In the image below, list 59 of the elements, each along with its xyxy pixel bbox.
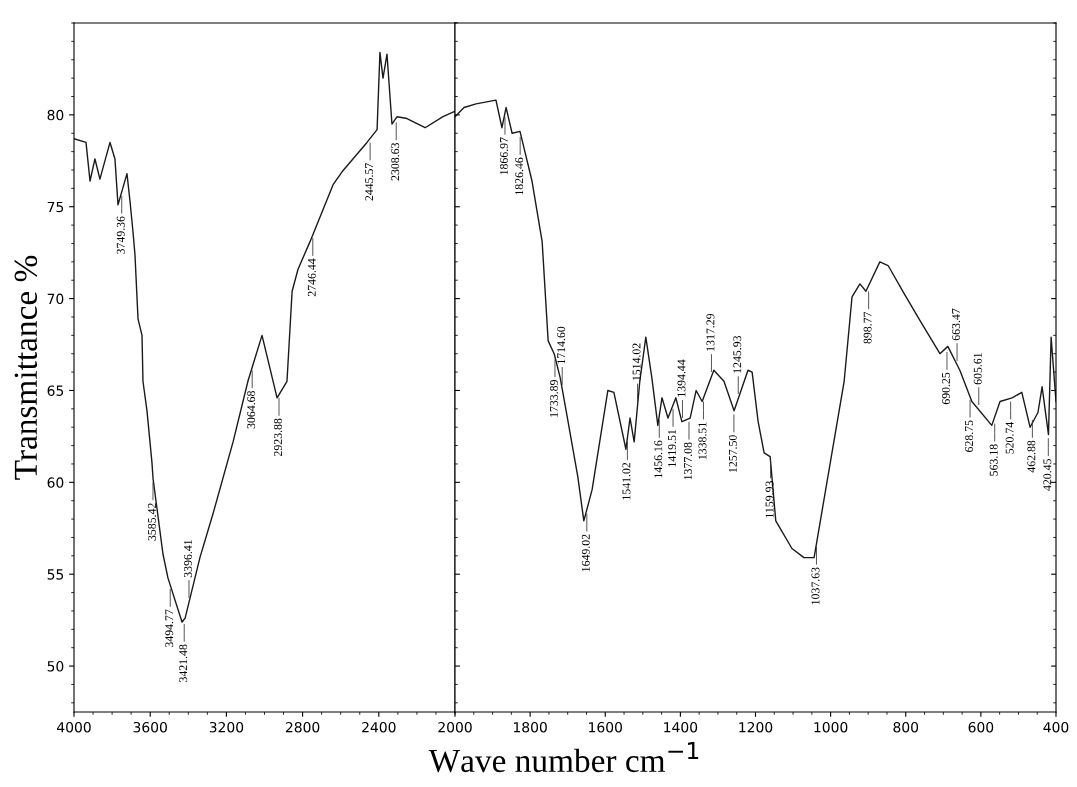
y-tick-label: 50 — [47, 661, 64, 672]
annotation: 3396.41 — [184, 540, 192, 578]
y-tick-label: 80 — [47, 109, 64, 121]
annotation: 2923.88 — [273, 418, 283, 456]
x-axis-title: Wave number cm$^{−1}$ — [428, 742, 699, 773]
x-tick-label: 1200 — [739, 721, 773, 733]
annotation: 1037.63 — [811, 567, 820, 605]
annotation: 1338.51 — [698, 422, 707, 460]
x-tick-label: 1400 — [664, 721, 698, 733]
annotation: 690.25 — [941, 372, 950, 405]
x-tick-label: 1600 — [589, 721, 622, 733]
x-tick-label: 1000 — [814, 721, 848, 733]
y-tick-label: 60 — [47, 477, 64, 488]
annotation: 2445.57 — [365, 163, 374, 201]
annotation: 563.18 — [989, 444, 998, 476]
annotation: 3421.48 — [179, 644, 188, 682]
annotation: 1866.97 — [499, 137, 508, 175]
annotation: 462.88 — [1027, 440, 1036, 473]
annotation: 520.74 — [1005, 422, 1014, 454]
annotation: 1733.89 — [549, 380, 558, 417]
annotation: 1714.60 — [557, 326, 566, 364]
y-tick-label: 70 — [47, 293, 64, 305]
y-axis-title: Transmittance % — [14, 255, 38, 480]
annotation: 1394.44 — [677, 359, 686, 397]
annotation: 420.45 — [1043, 459, 1052, 491]
annotation: 663.47 — [952, 308, 961, 341]
x-tick-label: 600 — [968, 721, 994, 733]
annotation: 3585.42 — [147, 503, 156, 541]
x-tick-label: 2000 — [438, 721, 472, 733]
annotation: 1514.02 — [632, 343, 641, 381]
annotation: 1377.08 — [683, 442, 692, 480]
x-tick-label: 800 — [893, 721, 919, 733]
annotation: 2746.44 — [307, 258, 316, 297]
annotation: 1541.02 — [622, 462, 631, 500]
x-tick-label: 2400 — [362, 721, 396, 733]
annotation: 1159.93 — [765, 481, 774, 518]
annotation: 1649.02 — [581, 534, 590, 572]
annotation: 3749.36 — [116, 216, 125, 254]
x-tick-label: 3200 — [209, 721, 244, 733]
y-tick-label: 75 — [47, 201, 64, 213]
annotation: 1245.93 — [733, 335, 742, 373]
x-tick-label: 1800 — [513, 721, 547, 733]
annotation: 3494.77 — [165, 609, 174, 648]
annotation: 2308.63 — [391, 143, 400, 181]
annotation: 898.77 — [863, 311, 872, 344]
y-tick-label: 65 — [47, 385, 64, 396]
annotation: 1419.51 — [668, 429, 677, 467]
x-tick-label: 2800 — [285, 721, 320, 733]
x-tick-label: 4000 — [57, 721, 91, 733]
y-tick-label: 55 — [47, 569, 64, 580]
annotation: 1257.50 — [728, 435, 737, 473]
annotation: 605.61 — [973, 353, 982, 385]
annotation: 1826.46 — [515, 157, 524, 195]
annotation: 628.75 — [965, 420, 974, 452]
annotation: 3064.68 — [247, 391, 256, 429]
x-tick-label: 3600 — [133, 721, 167, 733]
x-tick-label: 400 — [1043, 721, 1069, 733]
annotation: 1317.29 — [706, 313, 715, 351]
annotation: 1456.16 — [654, 440, 663, 478]
